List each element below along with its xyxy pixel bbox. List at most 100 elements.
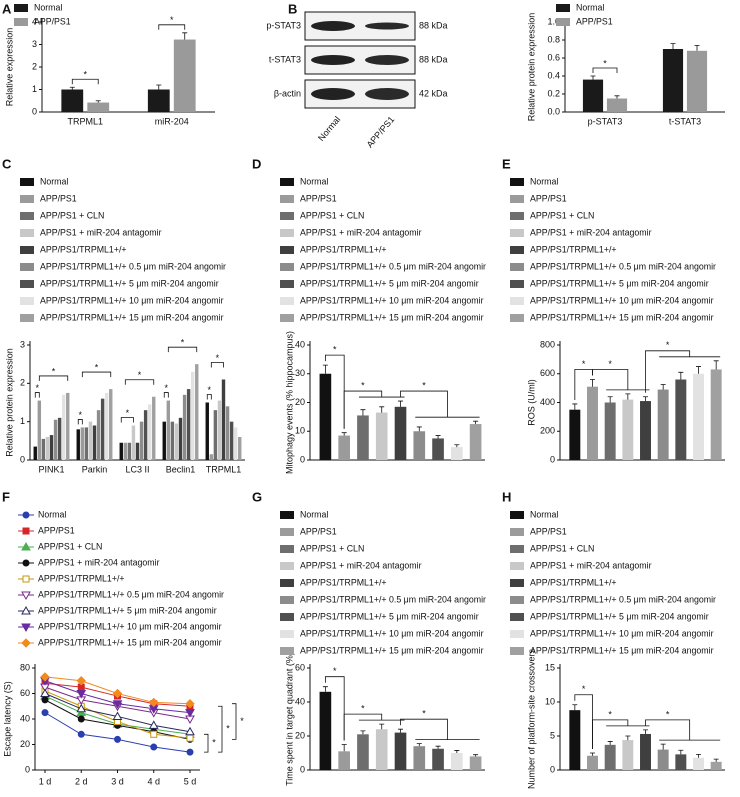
bar bbox=[143, 410, 148, 460]
significance: * bbox=[240, 716, 244, 726]
error-bar bbox=[614, 95, 620, 99]
y-axis-label: ROS (U/ml) bbox=[526, 379, 536, 426]
bar bbox=[657, 389, 669, 460]
bar bbox=[96, 410, 101, 460]
bar bbox=[41, 438, 46, 460]
point bbox=[76, 690, 87, 699]
significance: * bbox=[666, 709, 670, 719]
y-tick-label: 40 bbox=[295, 696, 305, 706]
significance: * bbox=[170, 15, 174, 25]
legend-swatch bbox=[280, 528, 294, 536]
legend-label: APP/PS1/TRPML1+/+ 10 μm miR-204 angomir bbox=[530, 295, 714, 305]
legend-label: APP/PS1/TRPML1+/+ bbox=[40, 244, 127, 254]
bar bbox=[710, 761, 722, 770]
legend-label: Normal bbox=[530, 176, 558, 186]
bar bbox=[100, 398, 105, 460]
error-bar bbox=[95, 100, 101, 103]
error-bar bbox=[678, 371, 684, 380]
legend-label: APP/PS1/TRPML1+/+ 0.5 μm miR-204 angomir bbox=[530, 594, 716, 604]
error-bar bbox=[322, 686, 328, 692]
legend-label: APP/PS1 + miR-204 antagomir bbox=[530, 227, 652, 237]
band bbox=[365, 55, 409, 65]
point bbox=[149, 697, 159, 708]
bar bbox=[195, 364, 199, 460]
bar bbox=[319, 691, 332, 770]
legend-swatch bbox=[510, 511, 524, 519]
legend-label: APP/PS1 + miR-204 antagomir bbox=[40, 227, 162, 237]
legend-swatch bbox=[280, 630, 294, 638]
y-axis-label: Relative expression bbox=[4, 28, 14, 107]
x-tick-label: t-STAT3 bbox=[669, 116, 701, 126]
point bbox=[112, 688, 123, 699]
bar bbox=[640, 401, 651, 460]
y-tick-label: 0 bbox=[300, 764, 305, 774]
bar bbox=[710, 369, 722, 460]
significance: * bbox=[666, 340, 670, 350]
band bbox=[311, 21, 355, 31]
panel-letter: C bbox=[2, 156, 12, 171]
error-bar bbox=[713, 758, 719, 762]
bar bbox=[394, 732, 407, 770]
bar bbox=[205, 402, 209, 460]
bar bbox=[357, 734, 369, 770]
bar bbox=[80, 427, 85, 460]
legend-swatch bbox=[20, 178, 34, 186]
blot-size: 42 kDa bbox=[419, 88, 448, 98]
error-bar bbox=[713, 360, 719, 370]
bracket bbox=[120, 417, 134, 423]
bar bbox=[147, 404, 152, 460]
y-tick-label: 15 bbox=[545, 662, 555, 672]
legend-swatch bbox=[510, 647, 524, 655]
bar bbox=[84, 427, 89, 460]
legend-label: APP/PS1/TRPML1+/+ 0.5 μm miR-204 angomir bbox=[530, 261, 716, 271]
legend-swatch bbox=[510, 229, 524, 237]
legend-label: APP/PS1 bbox=[530, 193, 567, 203]
bar bbox=[657, 749, 669, 770]
error-bar bbox=[696, 366, 701, 374]
legend-label: APP/PS1/TRPML1+/+ 0.5 μm miR-204 angomir bbox=[38, 589, 224, 599]
bar bbox=[173, 39, 196, 112]
bracket bbox=[592, 719, 650, 749]
blot-size: 88 kDa bbox=[419, 20, 448, 30]
bar bbox=[45, 437, 50, 460]
bar bbox=[66, 392, 70, 460]
legend-label: APP/PS1 + CLN bbox=[300, 210, 364, 220]
error-bar bbox=[590, 752, 595, 756]
legend-label: APP/PS1/TRPML1+/+ 0.5 μm miR-204 angomir bbox=[300, 261, 486, 271]
significance: * bbox=[126, 408, 130, 418]
legend-swatch bbox=[510, 178, 524, 186]
bar bbox=[662, 49, 684, 112]
point bbox=[22, 575, 30, 583]
x-tick-label: 5 d bbox=[184, 776, 197, 786]
y-tick-label: 0 bbox=[300, 454, 305, 464]
y-tick-label: 600 bbox=[540, 368, 555, 378]
bar bbox=[693, 757, 704, 770]
legend-swatch bbox=[20, 212, 34, 220]
point bbox=[22, 511, 30, 519]
lane-label: Normal bbox=[316, 114, 342, 143]
bar bbox=[622, 740, 634, 770]
bracket bbox=[77, 419, 83, 425]
legend-label: APP/PS1 bbox=[530, 526, 567, 536]
bar bbox=[104, 392, 109, 460]
legend-label: APP/PS1/TRPML1+/+ 15 μm miR-204 angomir bbox=[530, 645, 714, 655]
y-tick-label: 0 bbox=[25, 764, 30, 774]
significance: * bbox=[216, 353, 220, 363]
point bbox=[76, 703, 87, 713]
point bbox=[114, 735, 121, 743]
legend-swatch bbox=[510, 314, 524, 322]
bar bbox=[451, 753, 463, 770]
legend-label: APP/PS1/TRPML1+/+ 10 μm miR-204 angomir bbox=[40, 295, 224, 305]
error-bar bbox=[182, 32, 188, 40]
point bbox=[112, 700, 123, 709]
bar bbox=[57, 417, 62, 460]
point bbox=[41, 709, 49, 717]
legend-swatch bbox=[280, 263, 294, 271]
legend-label: APP/PS1 bbox=[300, 193, 337, 203]
bar bbox=[675, 754, 687, 770]
bar bbox=[413, 746, 426, 770]
bar bbox=[238, 437, 242, 460]
error-bar bbox=[625, 735, 631, 741]
point bbox=[77, 730, 85, 738]
